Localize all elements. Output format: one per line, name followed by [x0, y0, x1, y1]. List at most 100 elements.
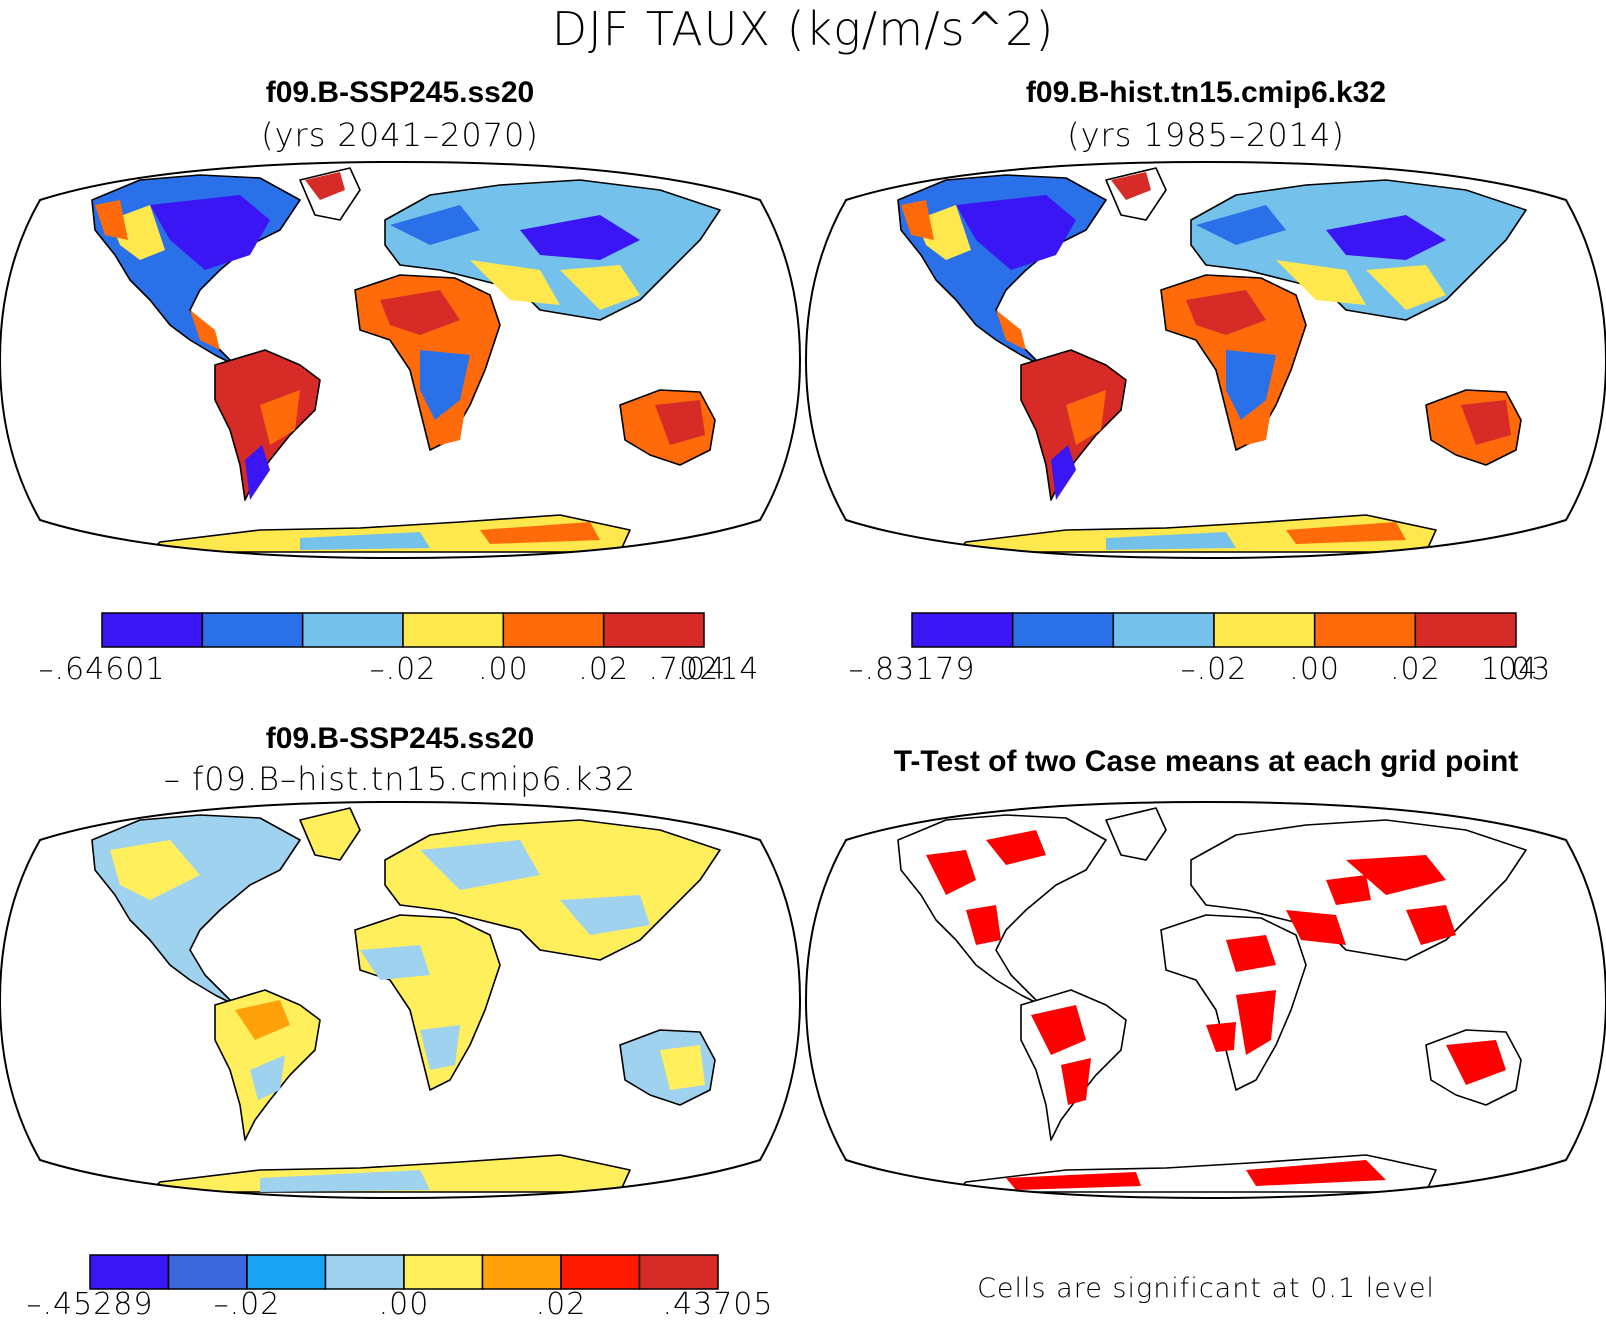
colorbar-labels-top-left: –.64601 –.02 .00 .02 .04.70214: [39, 652, 759, 688]
field-cape: [440, 410, 465, 445]
colorbar-top-right: [911, 612, 1517, 648]
colorbar-label: .43705: [662, 1287, 774, 1322]
significant-cells: [1286, 910, 1346, 945]
land-greenland: [299, 807, 361, 861]
field-mexico: [996, 310, 1026, 350]
colorbar-swatch: [502, 612, 605, 648]
field-asia-blue: [560, 895, 650, 935]
colorbar-swatch: [301, 612, 404, 648]
land-greenland: [1105, 807, 1167, 861]
significant-cells: [1246, 1160, 1386, 1186]
significant-cells: [1031, 1005, 1086, 1055]
colorbar-swatch: [560, 1254, 641, 1290]
field-africa-blue-s: [420, 1025, 460, 1070]
significant-cells: [1226, 935, 1276, 972]
map-frame: [804, 800, 1606, 1200]
colorbar-swatch: [1112, 612, 1215, 648]
colorbar-label: .02: [1389, 652, 1441, 687]
colorbar-label: .00: [477, 652, 529, 687]
field-aus-yellow: [660, 1045, 705, 1090]
field-antarctic-b: [1286, 522, 1406, 544]
significant-cells: [1346, 855, 1446, 895]
colorbar-swatch: [1313, 612, 1417, 648]
field-mexico: [190, 310, 220, 350]
field-australia-core: [1461, 400, 1511, 445]
colorbar-swatch: [1414, 612, 1517, 648]
field-alaska: [901, 200, 934, 240]
field-southbrazil: [1066, 390, 1106, 445]
field-southbrazil: [260, 390, 300, 445]
panel-title-bottom-right: T-Test of two Case means at each grid po…: [893, 745, 1519, 778]
field-china: [560, 265, 640, 310]
field-patagonia: [1051, 445, 1076, 500]
panel-subtitle-top-left: (yrs 2041–2070): [261, 116, 539, 154]
significant-cells: [1446, 1040, 1506, 1085]
map-top-left: [0, 160, 802, 560]
field-na-yellow: [110, 840, 200, 900]
colorbar-label: .70214: [648, 652, 760, 687]
significant-cells: [966, 905, 1001, 945]
map-top-right: [804, 160, 1606, 560]
panel-title-top-right: f09.B-hist.tn15.cmip6.k32: [1025, 76, 1387, 109]
map-bottom-left: [0, 800, 802, 1200]
map-bottom-right: [804, 800, 1606, 1200]
colorbar-swatch: [101, 612, 204, 648]
significant-cells: [1326, 875, 1371, 905]
panel-subtitle-bottom-left: – f09.B–hist.tn15.cmip6.k32: [163, 760, 637, 798]
colorbar-label: .00: [1289, 652, 1341, 687]
colorbar-top-left: [101, 612, 705, 648]
colorbar-label: .02: [578, 652, 630, 687]
field-africa-south: [1226, 350, 1276, 420]
colorbar-label: .00: [378, 1287, 430, 1322]
field-antarctic-b: [480, 522, 600, 544]
colorbar-swatch: [638, 1254, 719, 1290]
colorbar-label: .04: [1487, 652, 1539, 687]
field-canada: [956, 195, 1076, 270]
field-alaska: [95, 200, 128, 240]
field-africa-blue: [360, 945, 430, 980]
field-africa-south: [420, 350, 470, 420]
field-mideast: [470, 260, 560, 305]
figure-title: DJF TAUX (kg/m/s^2): [551, 2, 1055, 56]
colorbar-label: –.45289: [26, 1287, 154, 1322]
field-europe: [390, 205, 480, 245]
colorbar-labels-top-right: –.83179 –.02 .00 .02 .04 1.03: [849, 652, 1551, 688]
colorbar-label: –.83179: [848, 652, 976, 687]
panel-subtitle-top-right: (yrs 1985–2014): [1067, 116, 1345, 154]
field-amazon-hotspot: [235, 1000, 290, 1040]
field-europe: [1196, 205, 1286, 245]
significant-cells: [1236, 990, 1276, 1055]
field-sahara-core: [380, 290, 460, 335]
field-australia-core: [655, 400, 705, 445]
colorbar-swatch: [89, 1254, 170, 1290]
colorbar-label: .04: [675, 652, 727, 687]
colorbar-swatch: [1213, 612, 1316, 648]
colorbar-swatch: [402, 612, 505, 648]
land-northAmerica: [91, 814, 301, 1006]
map-frame: [804, 160, 1606, 560]
land-africa: [354, 914, 501, 1091]
significant-cells: [1406, 905, 1456, 945]
significant-cells: [1006, 1172, 1141, 1190]
field-antarctic-a: [300, 532, 430, 550]
colorbar-label: –.64601: [38, 652, 166, 687]
colorbar-swatch: [403, 1254, 484, 1290]
colorbar-label: –.02: [369, 652, 437, 687]
significant-cells: [926, 850, 976, 895]
map-frame: [0, 160, 802, 560]
field-greenland: [1111, 172, 1151, 200]
field-eurasia-blue: [420, 840, 540, 890]
colorbar-label: –.02: [1180, 652, 1248, 687]
field-siberia: [520, 215, 640, 260]
field-mideast: [1276, 260, 1366, 305]
significant-cells: [1061, 1058, 1091, 1105]
panel-title-bottom-left: f09.B-SSP245.ss20: [265, 722, 535, 755]
colorbar-labels-bottom-left: –.45289 –.02 .00 .02 .43705: [27, 1287, 773, 1323]
field-canada: [150, 195, 270, 270]
colorbar-swatch: [602, 612, 705, 648]
colorbar-label: 1.03: [1480, 652, 1552, 687]
colorbar-label: .02: [535, 1287, 587, 1322]
colorbar-swatch: [324, 1254, 405, 1290]
colorbar-swatch: [481, 1254, 562, 1290]
significant-cells: [1206, 1022, 1236, 1052]
